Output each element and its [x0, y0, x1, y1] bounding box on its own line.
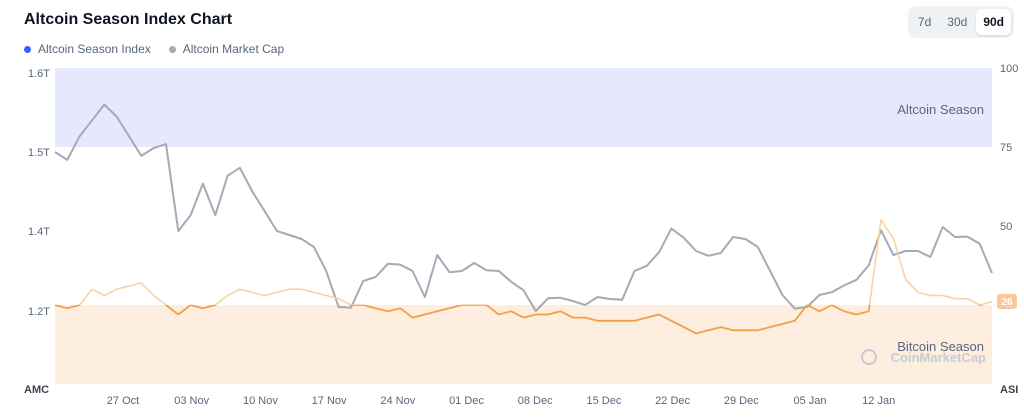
zone-label-altcoin-season: Altcoin Season — [897, 102, 984, 117]
legend-dot-blue-icon — [24, 45, 31, 53]
y-left-tick-label: 1.4T — [28, 226, 50, 238]
range-button-7d[interactable]: 7d — [917, 15, 932, 29]
y-left-tick-label: 1.2T — [28, 306, 50, 318]
x-tick-label: 29 Dec — [724, 395, 759, 407]
legend-label-amc: Altcoin Market Cap — [182, 42, 285, 56]
y-right-axis-title: ASI — [1000, 384, 1018, 396]
legend-item-amc[interactable]: Altcoin Market Cap — [168, 42, 285, 56]
current-value-badge — [997, 293, 1017, 309]
y-right-tick-label: 50 — [1000, 221, 1012, 233]
y-left-tick-label: 1.6T — [28, 68, 50, 80]
x-tick-label: 15 Dec — [586, 395, 621, 407]
x-tick-label: 22 Dec — [655, 395, 690, 407]
y-right-tick-label: 75 — [1000, 142, 1012, 154]
x-tick-label: 08 Dec — [518, 395, 553, 407]
x-tick-label: 03 Nov — [174, 395, 209, 407]
range-button-90d[interactable]: 90d — [976, 9, 1011, 35]
zone-label-bitcoin-season: Bitcoin Season — [897, 339, 984, 354]
series-line-altcoin-market-cap — [54, 103, 993, 312]
legend-dot-gray-icon — [168, 45, 176, 53]
y-left-axis-title: AMC — [24, 384, 49, 396]
x-tick-label: 12 Jan — [862, 395, 895, 407]
time-range-selector: 7d 30d 90d — [907, 6, 1014, 38]
watermark-text: CoinMarketCap — [891, 350, 986, 365]
x-tick-label: 05 Jan — [793, 395, 826, 407]
legend-item-asi[interactable]: Altcoin Season Index — [24, 42, 151, 56]
current-value-badge-text: 26 — [1001, 297, 1013, 308]
legend-label-asi: Altcoin Season Index — [38, 42, 151, 56]
x-tick-label: 27 Oct — [107, 395, 139, 407]
chart-legend: Altcoin Season Index Altcoin Market Cap — [24, 42, 284, 56]
x-tick-label: 24 Nov — [380, 395, 415, 407]
x-tick-label: 17 Nov — [312, 395, 347, 407]
x-tick-label: 01 Dec — [449, 395, 484, 407]
series-line-altcoin-season-index — [54, 305, 984, 335]
y-left-tick-label: 1.5T — [28, 147, 50, 159]
coinmarketcap-logo-icon — [861, 349, 877, 365]
range-button-30d[interactable]: 30d — [947, 15, 968, 29]
season-zone-0 — [55, 68, 992, 147]
chart-title: Altcoin Season Index Chart — [24, 11, 233, 28]
y-right-tick-label: 100 — [1000, 63, 1018, 75]
x-tick-label: 10 Nov — [243, 395, 278, 407]
